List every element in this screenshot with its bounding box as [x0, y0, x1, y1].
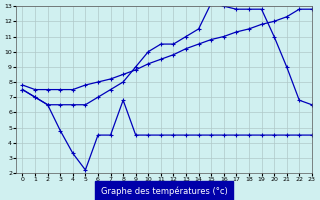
X-axis label: Graphe des températures (°c): Graphe des températures (°c)	[101, 186, 228, 196]
